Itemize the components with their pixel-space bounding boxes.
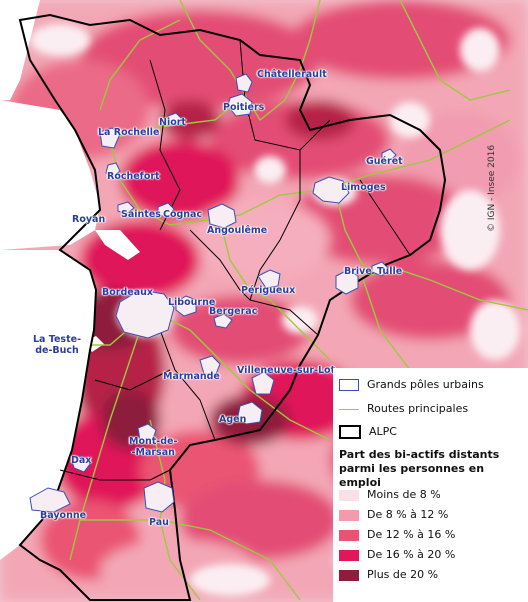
city-label-royan: Royan bbox=[72, 214, 106, 225]
legend-class-swatch bbox=[339, 549, 359, 561]
legend-urban-poles: Grands pôles urbains bbox=[339, 378, 484, 392]
legend-class: De 16 % à 20 % bbox=[339, 548, 455, 562]
department-boundaries bbox=[59, 39, 411, 481]
ocean-north bbox=[0, 0, 40, 100]
legend-class-label: De 12 % à 16 % bbox=[367, 528, 456, 541]
legend-class: De 12 % à 16 % bbox=[339, 528, 455, 542]
legend-class: De 8 % à 12 % bbox=[339, 508, 448, 522]
legend-title-line: parmi les personnes en emploi bbox=[339, 462, 485, 489]
legend-region-label: ALPC bbox=[369, 425, 397, 438]
arcachon-bay bbox=[82, 336, 104, 352]
urban-poles-layer bbox=[29, 73, 397, 513]
legend-class-swatch bbox=[339, 569, 359, 581]
city-label-chatellerault: Châtellerault bbox=[257, 69, 327, 80]
city-label-line: Mont-de- bbox=[129, 436, 178, 447]
road-line-swatch bbox=[339, 408, 359, 410]
coast-water bbox=[0, 100, 100, 250]
legend-region: ALPC bbox=[339, 425, 397, 439]
legend-class-label: Plus de 20 % bbox=[367, 568, 439, 581]
city-label-tulle: Tulle bbox=[377, 266, 403, 277]
city-label-cognac: Cognac bbox=[163, 209, 203, 220]
alpc-boundary bbox=[18, 13, 447, 601]
roads-layer bbox=[69, 0, 528, 601]
city-label-perigueux: Périgueux bbox=[241, 285, 296, 296]
city-label-agen: Agen bbox=[219, 414, 247, 425]
city-label-libourne: Libourne bbox=[168, 297, 216, 308]
city-label-rochefort: Rochefort bbox=[107, 171, 160, 182]
city-label-bordeaux: Bordeaux bbox=[102, 287, 153, 298]
legend-class-label: De 16 % à 20 % bbox=[367, 548, 456, 561]
legend-class-label: De 8 % à 12 % bbox=[367, 508, 449, 521]
city-label-angouleme: Angoulême bbox=[207, 225, 268, 236]
city-label-gueret: Guéret bbox=[366, 156, 403, 167]
city-label-pau: Pau bbox=[149, 517, 169, 528]
legend-class-label: Moins de 8 % bbox=[367, 488, 441, 501]
city-label-la-rochelle: La Rochelle bbox=[98, 127, 160, 138]
city-label-limoges: Limoges bbox=[341, 182, 386, 193]
city-label-brive: Brive bbox=[344, 266, 372, 277]
legend-class-swatch bbox=[339, 489, 359, 501]
region-boundary-swatch bbox=[339, 425, 361, 439]
urban-pole-swatch bbox=[339, 379, 359, 391]
city-label-line: La Teste- bbox=[33, 334, 82, 345]
copyright-notice: © IGN - Insee 2016 bbox=[487, 144, 497, 232]
city-label-villeneuve-sur-lot: Villeneuve-sur-Lot bbox=[237, 365, 336, 376]
city-label-mont-de-marsan: Mont-de- -Marsan bbox=[129, 436, 177, 458]
city-label-la-teste-de-buch: La Teste- de-Buch bbox=[33, 334, 81, 356]
legend-roads: Routes principales bbox=[339, 402, 468, 416]
legend-title: Part des bi-actifs distants parmi les pe… bbox=[339, 448, 528, 490]
gironde-estuary bbox=[95, 230, 140, 260]
atlantic-ocean bbox=[0, 250, 96, 560]
city-label-poitiers: Poitiers bbox=[223, 102, 265, 113]
city-label-marmande: Marmande bbox=[163, 371, 220, 382]
city-label-saintes: Saintes bbox=[121, 209, 161, 220]
legend-roads-label: Routes principales bbox=[367, 402, 469, 415]
legend-class-swatch bbox=[339, 529, 359, 541]
city-label-bergerac: Bergerac bbox=[209, 306, 258, 317]
legend-class: Plus de 20 % bbox=[339, 568, 438, 582]
legend-class: Moins de 8 % bbox=[339, 488, 441, 502]
city-label-line: -Marsan bbox=[131, 447, 175, 458]
legend-class-swatch bbox=[339, 509, 359, 521]
city-label-dax: Dax bbox=[71, 455, 92, 466]
city-label-niort: Niort bbox=[159, 117, 186, 128]
city-label-line: de-Buch bbox=[35, 345, 79, 356]
map-legend: Grands pôles urbains Routes principales … bbox=[333, 368, 528, 602]
legend-urban-poles-label: Grands pôles urbains bbox=[367, 378, 484, 391]
city-label-bayonne: Bayonne bbox=[40, 510, 87, 521]
legend-title-line: Part des bi-actifs distants bbox=[339, 448, 500, 461]
